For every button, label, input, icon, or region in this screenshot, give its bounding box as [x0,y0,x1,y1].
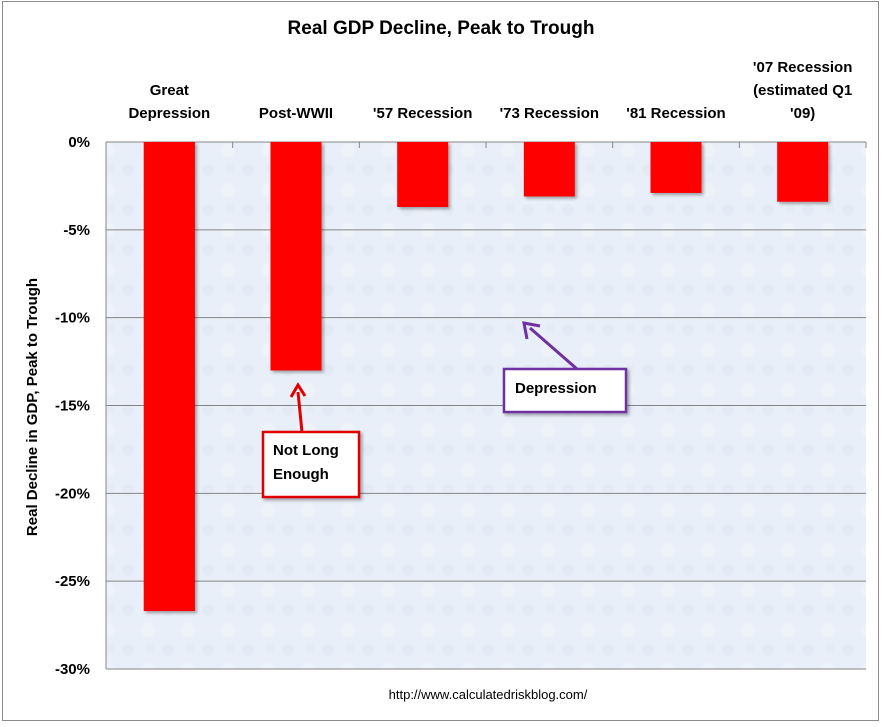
source-url: http://www.calculatedriskblog.com/ [389,687,588,702]
category-labels: Great Depression Post-WWII '57 Recession '73… [128,59,852,122]
chart-title: Real GDP Decline, Peak to Trough [288,18,595,39]
annotation-line-1: Not Long [273,442,339,459]
y-tick-label: -15% [55,398,90,415]
category-label: '57 Recession [373,105,472,122]
bar [650,142,702,193]
y-tick-label: -5% [63,222,90,239]
annotation-arrow-red [296,391,304,433]
bar-overlay [270,142,322,371]
y-tick-label: -25% [55,573,90,590]
bar [777,142,829,202]
category-label: '09) [790,105,815,122]
bar [397,142,449,207]
annotation-box [261,430,361,499]
category-label: '73 Recession [500,105,599,122]
annotation-not-long-enough: Not Long Enough [261,382,361,499]
annotation-text: Depression [515,380,597,397]
annotation-line-2: Enough [273,466,329,483]
y-tick-label: 0% [68,134,90,151]
arrow-head-icon [522,321,541,340]
reference-line-group [106,142,865,612]
y-tick-label: -20% [55,485,90,502]
category-label: (estimated Q1 [753,82,852,99]
y-tick-labels: 0% -5% -10% -15% -20% -25% -30% [55,134,90,678]
category-label: Depression [128,105,210,122]
annotation-arrow-purple [529,326,578,371]
category-label: '07 Recession [753,59,852,76]
category-label: Great [150,82,189,99]
annotation-box [502,367,628,414]
arrow-head-icon [289,382,307,398]
annotation-depression: Depression [502,321,628,414]
y-tick-label: -30% [55,661,90,678]
category-label: Post-WWII [259,105,333,122]
y-tick-label: -10% [55,310,90,327]
y-axis-label: Real Decline in GDP, Peak to Trough [24,278,41,536]
bar [523,142,575,197]
category-label: '81 Recession [626,105,725,122]
bar-overlay [143,142,195,612]
